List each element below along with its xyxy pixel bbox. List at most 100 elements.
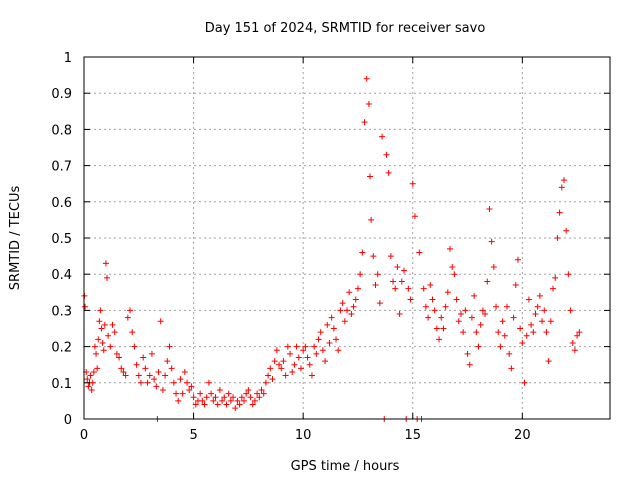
- data-point: [429, 296, 436, 303]
- data-point: [93, 350, 100, 357]
- data-point: [109, 321, 116, 328]
- data-point: [532, 311, 539, 318]
- data-point: [89, 379, 96, 386]
- data-point: [170, 379, 177, 386]
- data-point: [466, 361, 473, 368]
- data-point: [184, 379, 191, 386]
- data-point: [287, 350, 294, 357]
- data-point: [91, 343, 98, 350]
- plot-frame: [83, 56, 611, 420]
- data-point: [212, 394, 219, 401]
- data-point: [365, 101, 372, 108]
- data-point: [528, 321, 535, 328]
- data-point: [396, 311, 403, 318]
- data-point: [131, 343, 138, 350]
- data-point: [87, 372, 94, 379]
- data-point: [576, 329, 583, 336]
- data-point: [374, 271, 381, 278]
- data-point: [214, 401, 221, 408]
- y-tick-label: 0.5: [51, 232, 72, 247]
- data-point: [370, 253, 377, 260]
- data-point: [133, 361, 140, 368]
- data-point: [383, 151, 390, 158]
- data-point: [512, 282, 519, 289]
- data-point: [245, 387, 252, 394]
- y-tick-label: 0: [64, 413, 72, 428]
- data-point: [545, 358, 552, 365]
- data-point: [506, 350, 513, 357]
- data-point: [140, 354, 147, 361]
- data-point: [99, 339, 106, 346]
- data-point: [547, 318, 554, 325]
- data-point: [451, 271, 458, 278]
- data-point: [98, 325, 105, 332]
- data-point: [265, 372, 272, 379]
- data-point: [254, 390, 261, 397]
- data-point: [534, 303, 541, 310]
- data-point: [335, 347, 342, 354]
- data-point: [479, 307, 486, 314]
- data-point: [90, 368, 97, 375]
- data-point: [157, 318, 164, 325]
- data-point: [556, 209, 563, 216]
- data-point: [280, 358, 287, 365]
- data-point: [284, 343, 291, 350]
- data-point: [499, 318, 506, 325]
- data-point: [236, 401, 243, 408]
- data-point: [453, 296, 460, 303]
- data-point: [260, 390, 267, 397]
- x-tick-label: 15: [404, 428, 421, 443]
- data-point: [302, 343, 309, 350]
- data-point: [135, 372, 142, 379]
- data-point: [137, 379, 144, 386]
- data-point: [269, 376, 276, 383]
- data-point: [503, 303, 510, 310]
- data-point: [409, 180, 416, 187]
- data-point: [230, 394, 237, 401]
- data-point: [333, 336, 340, 343]
- data-point: [201, 401, 208, 408]
- data-point: [341, 318, 348, 325]
- data-point: [442, 303, 449, 310]
- data-point: [168, 365, 175, 372]
- data-point: [407, 296, 414, 303]
- data-point: [357, 271, 364, 278]
- data-point: [361, 119, 368, 126]
- data-point: [354, 285, 361, 292]
- data-point: [440, 325, 447, 332]
- data-point: [444, 289, 451, 296]
- data-point: [100, 347, 107, 354]
- data-point: [210, 397, 217, 404]
- data-point: [411, 213, 418, 220]
- y-tick-label: 0.2: [51, 341, 72, 356]
- data-point: [438, 314, 445, 321]
- data-point: [394, 263, 401, 270]
- data-point: [563, 227, 570, 234]
- data-point: [306, 361, 313, 368]
- data-point: [124, 314, 131, 321]
- data-point: [376, 300, 383, 307]
- data-point: [405, 285, 412, 292]
- data-point: [460, 329, 467, 336]
- data-point: [571, 347, 578, 354]
- data-point: [447, 245, 454, 252]
- data-point: [164, 358, 171, 365]
- data-point: [94, 365, 101, 372]
- data-point: [387, 253, 394, 260]
- data-point: [471, 292, 478, 299]
- data-point: [400, 267, 407, 274]
- data-point: [142, 365, 149, 372]
- data-point: [379, 133, 386, 140]
- data-point: [127, 307, 134, 314]
- data-point: [497, 343, 504, 350]
- data-point: [300, 347, 307, 354]
- axis-ticks: 0 5 10 15 20 0 0.1 0.2 0.3 0.4 0.5 0.6 0.7 0.8 0.9 1: [51, 51, 610, 443]
- data-point: [97, 307, 104, 314]
- data-point: [295, 354, 302, 361]
- data-point: [324, 321, 331, 328]
- data-point: [368, 216, 375, 223]
- data-point: [203, 394, 210, 401]
- data-point: [344, 307, 350, 314]
- data-point: [490, 263, 497, 270]
- data-point: [543, 329, 550, 336]
